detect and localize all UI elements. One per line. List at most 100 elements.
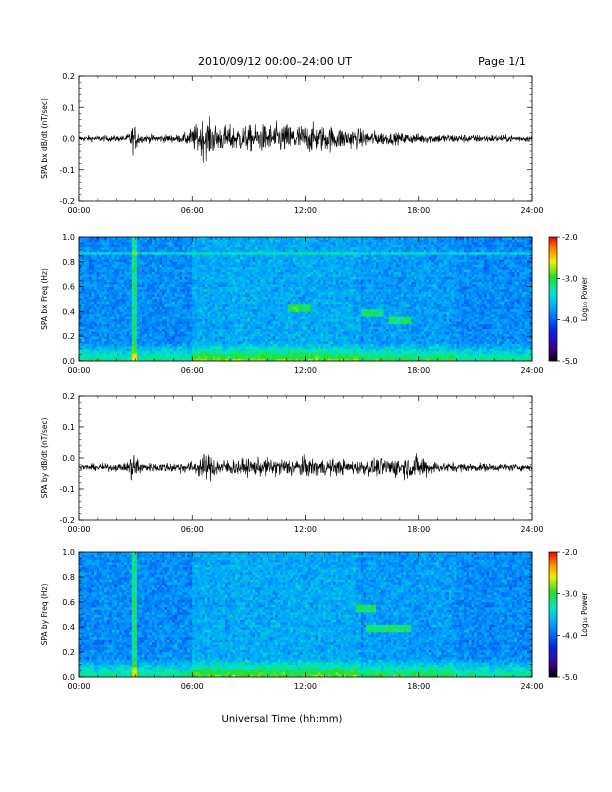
spectrogram-cell (126, 346, 130, 349)
spectrogram-cell (154, 299, 158, 302)
spectrogram-cell (106, 301, 110, 305)
spectrogram-cell (260, 256, 264, 260)
spectrogram-cell (111, 281, 115, 285)
spectrogram-cell (164, 249, 168, 253)
spectrogram-cell (189, 316, 193, 320)
spectrogram-cell (235, 308, 238, 312)
spectrogram-cell (257, 244, 261, 248)
spectrogram-cell (84, 237, 87, 240)
spectrogram-cell (91, 254, 95, 258)
spectrogram-cell (247, 274, 251, 277)
spectrogram-cell (81, 303, 85, 307)
spectrogram-cell (179, 264, 183, 268)
spectrogram-cell (323, 326, 326, 330)
spectrogram-cell (164, 306, 168, 310)
spectrogram-cell (302, 308, 306, 312)
spectrogram-cell (167, 338, 170, 342)
spectrogram-cell (257, 294, 261, 297)
spectrogram-cell (81, 316, 85, 320)
spectrogram-cell (277, 299, 281, 302)
spectrogram-cell (177, 261, 180, 265)
spectrogram-cell (318, 331, 321, 335)
spectrogram-cell (235, 316, 238, 320)
spectrogram-cell (139, 271, 143, 275)
spectrogram-cell (204, 246, 208, 250)
spectrogram-cell (114, 321, 118, 325)
spectrogram-cell (91, 269, 95, 273)
spectrogram-cell (287, 321, 291, 325)
spectrogram-cell (230, 294, 233, 297)
spectrogram-cell (247, 294, 251, 297)
spectrogram-cell (164, 343, 168, 347)
spectrogram-cell (96, 244, 100, 248)
spectrogram-cell (162, 318, 165, 322)
spectrogram-cell (104, 259, 107, 263)
spectrogram-cell (232, 237, 236, 240)
spectrogram-cell (305, 249, 309, 253)
spectrogram-cell (172, 323, 175, 327)
spectrogram-cell (179, 299, 183, 302)
spectrogram-cell (280, 353, 284, 357)
spectrogram-cell (114, 266, 118, 270)
spectrogram-cell (141, 286, 145, 290)
spectrogram-cell (297, 313, 301, 317)
spectrogram-cell (189, 284, 193, 287)
spectrogram-cell (121, 341, 125, 344)
spectrogram-cell (187, 237, 191, 240)
spectrogram-cell (111, 306, 115, 310)
spectrogram-cell (172, 311, 175, 315)
spectrogram-cell (99, 246, 102, 250)
spectrogram-cell (252, 328, 256, 332)
spectrogram-cell (139, 313, 143, 317)
spectrogram-cell (151, 333, 155, 337)
spectrogram-cell (164, 274, 168, 277)
spectrogram-cell (224, 256, 228, 260)
spectrogram-cell (280, 356, 284, 359)
spectrogram-cell (217, 279, 221, 282)
spectrogram-cell (224, 331, 228, 335)
spectrogram-cell (121, 316, 125, 320)
spectrogram-cell (174, 306, 178, 310)
spectrogram-cell (131, 274, 135, 277)
spectrogram-cell (139, 291, 143, 295)
spectrogram-cell (232, 299, 236, 302)
spectrogram-cell (282, 269, 286, 273)
spectrogram-cell (257, 289, 261, 292)
spectrogram-cell (162, 353, 165, 357)
spectrogram-cell (149, 296, 153, 300)
spectrogram-cell (224, 254, 228, 258)
spectrogram-cell (119, 294, 123, 297)
spectrogram-cell (182, 274, 185, 277)
spectrogram-cell (111, 294, 115, 297)
spectrogram-cell (272, 256, 276, 260)
spectrogram-cell (101, 333, 105, 337)
spectrogram-cell (111, 338, 115, 342)
spectrogram-cell (204, 299, 208, 302)
spectrogram-cell (121, 284, 125, 287)
spectrogram-cell (96, 321, 100, 325)
spectrogram-cell (131, 286, 135, 290)
spectrogram-cell (280, 323, 284, 327)
spectrogram-cell (262, 346, 266, 349)
spectrogram-cell (212, 348, 216, 352)
spectrogram-cell (184, 264, 188, 268)
spectrogram-cell (232, 296, 236, 300)
spectrogram-cell (207, 269, 211, 273)
spectrogram-cell (224, 318, 228, 322)
spectrogram-cell (164, 331, 168, 335)
spectrogram-cell (199, 311, 203, 315)
spectrogram-cell (285, 313, 289, 317)
spectrogram-cell (232, 331, 236, 335)
spectrogram-cell (136, 311, 140, 315)
spectrogram-cell (106, 336, 110, 339)
spectrogram-cell (250, 331, 253, 335)
spectrogram-cell (300, 333, 304, 337)
spectrogram-cell (224, 333, 228, 337)
spectrogram-cell (297, 331, 301, 335)
spectrogram-cell (106, 358, 110, 362)
spectrogram-cell (272, 284, 276, 287)
spectrogram-cell (157, 299, 160, 302)
spectrogram-cell (119, 308, 123, 312)
spectrogram-cell (84, 276, 87, 280)
spectrogram-cell (277, 348, 281, 352)
